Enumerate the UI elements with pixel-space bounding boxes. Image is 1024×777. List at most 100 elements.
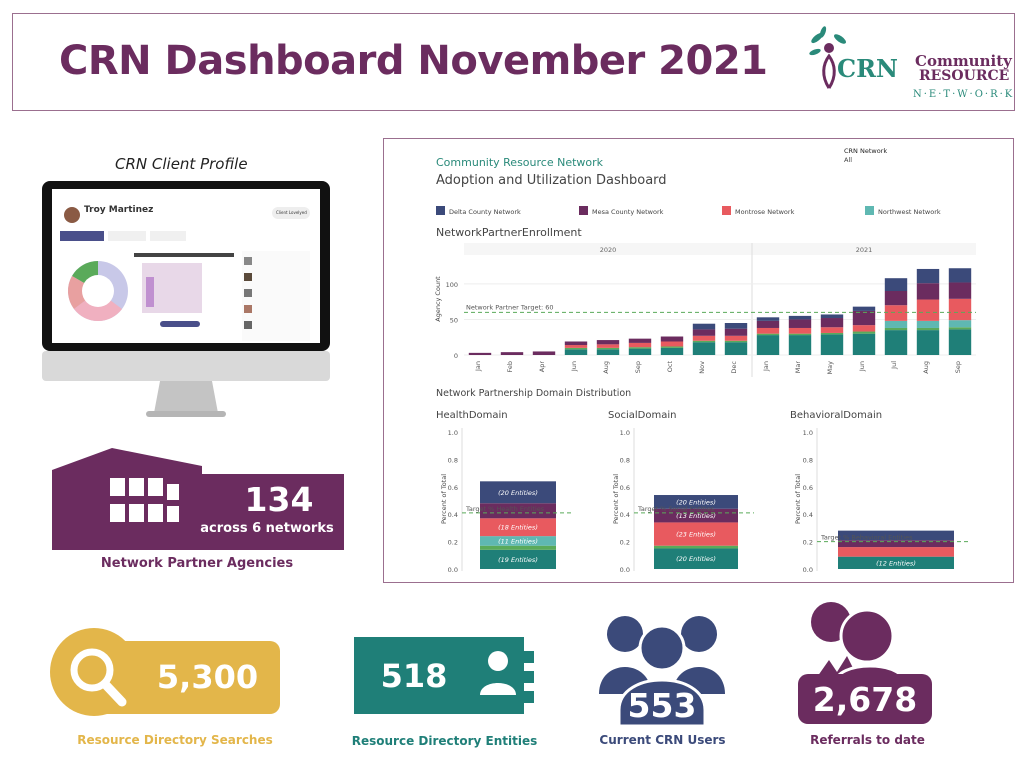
x-tick-label: Jun	[858, 361, 866, 372]
domain-bar-segment	[480, 481, 556, 504]
enrollment-bar-segment	[884, 305, 908, 321]
referrals-stat: 2,678	[795, 600, 935, 725]
x-tick-label: Apr	[538, 361, 546, 373]
domain-y-tick-label: 0.2	[803, 539, 813, 547]
domain-segment-label: (18 Entities)	[498, 524, 538, 532]
searches-value: 5,300	[156, 658, 259, 696]
domain-y-tick-label: 0.8	[803, 456, 813, 464]
enrollment-bar-segment	[916, 299, 940, 321]
domain-y-tick-label: 0.4	[620, 511, 630, 519]
domain-section-title: Network Partnership Domain Distribution	[436, 388, 631, 399]
client-button[interactable]: Client Lovelyed	[276, 210, 307, 215]
enrollment-bar-segment	[628, 348, 652, 355]
enrollment-bar-segment	[852, 333, 876, 355]
enrollment-bar-segment	[820, 332, 844, 335]
logo-resource-text: RESOURCE	[919, 68, 1010, 84]
domain-y-tick-label: 1.0	[448, 429, 458, 437]
domain-bar-segment	[480, 545, 556, 550]
referral-people-icon	[798, 602, 932, 724]
contact-book-icon	[354, 637, 534, 714]
domain-target-label: Target % Behavioral Entities	[820, 534, 913, 542]
enrollment-bar-segment	[948, 327, 972, 330]
enrollment-bar-segment	[884, 330, 908, 355]
domain-y-tick-label: 0.4	[803, 511, 813, 519]
domain-bar-segment	[838, 540, 954, 548]
domain-segment-label: (20 Entities)	[676, 555, 716, 563]
domain-y-tick-label: 0.0	[803, 566, 813, 574]
domain-target-label: Target % Health Entities	[465, 505, 545, 513]
domain-y-axis-label: Percent of Total	[612, 474, 620, 524]
enrollment-bar-segment	[532, 351, 556, 355]
enrollment-bar-segment	[596, 344, 620, 348]
entities-stat: 518	[352, 637, 542, 717]
enrollment-bar-segment	[948, 320, 972, 328]
crn-logo: CRN Community RESOURCE N·E·T·W·O·R·K	[805, 22, 1012, 104]
enrollment-chart: 2020 2021 0 50 100 Agency Count Jan Feb Apr Jun Au…	[434, 243, 976, 377]
referrals-value: 2,678	[812, 680, 918, 719]
legend-swatch	[722, 206, 731, 215]
domain-bar-segment	[480, 518, 556, 537]
domain-segment-label: (11 Entities)	[498, 537, 538, 545]
enrollment-bar-segment	[948, 268, 972, 283]
enrollment-bar-segment	[852, 325, 876, 332]
y-axis-label: Agency Count	[434, 276, 442, 322]
agencies-stat: 134 across 6 networks Network Partner Ag…	[52, 448, 344, 573]
enrollment-bar-segment	[820, 314, 844, 319]
domain-y-tick-label: 0.4	[448, 511, 458, 519]
domain-target-label: Target % Social Entities	[637, 505, 715, 513]
building-icon	[52, 448, 344, 550]
domain-bar-segment	[838, 547, 954, 557]
x-tick-label: Jun	[570, 361, 578, 372]
dashboard-canvas: Community Resource Network Adoption and …	[434, 147, 976, 574]
domain-bar-segment	[838, 556, 954, 569]
x-tick-label: Aug	[602, 361, 610, 374]
enrollment-bar-segment	[596, 347, 620, 350]
enrollment-bar-segment	[660, 336, 684, 342]
group-label: 2020	[600, 246, 617, 254]
x-tick-label: Nov	[698, 361, 706, 374]
domain-bar-segment	[654, 522, 738, 546]
domain-segment-label: (13 Entities)	[676, 512, 716, 520]
legend-swatch	[579, 206, 588, 215]
enrollment-bar-segment	[628, 338, 652, 343]
enrollment-bar-segment	[692, 342, 716, 355]
enrollment-bar-segment	[884, 278, 908, 291]
page-title: CRN Dashboard November 2021	[59, 38, 768, 84]
domain-y-tick-label: 0.6	[448, 484, 458, 492]
y-tick-label: 0	[454, 352, 458, 360]
enrollment-bar-segment	[724, 323, 748, 329]
enrollment-bar-segment	[756, 327, 780, 334]
enrollment-bar-segment	[596, 349, 620, 355]
agencies-sub: across 6 networks	[200, 521, 334, 536]
domain-y-tick-label: 0.6	[803, 484, 813, 492]
domain-bar-segment	[480, 536, 556, 546]
y-tick-label: 100	[446, 281, 458, 289]
legend: Delta County Network Mesa County Network M…	[436, 206, 941, 216]
logo-crn-text: CRN	[837, 54, 898, 83]
enrollment-bar-segment	[948, 282, 972, 299]
domain-bar-segment	[654, 548, 738, 569]
network-filter-value[interactable]: All	[844, 156, 852, 164]
x-tick-label: Aug	[922, 361, 930, 374]
domain-title: HealthDomain	[436, 410, 508, 421]
enrollment-bar-segment	[724, 335, 748, 341]
network-filter-label: CRN Network	[844, 147, 887, 155]
domain-y-tick-label: 0.8	[620, 456, 630, 464]
users-value: 553	[627, 686, 697, 725]
header-banner: CRN Dashboard November 2021 CRN Communit…	[12, 13, 1015, 111]
enrollment-bar-segment	[852, 306, 876, 311]
referrals-label: Referrals to date	[810, 733, 925, 747]
domain-bar-segment	[480, 549, 556, 569]
legend-label: Mesa County Network	[592, 208, 664, 216]
x-tick-label: Feb	[506, 361, 514, 373]
enrollment-bar-segment	[660, 347, 684, 355]
domain-y-tick-label: 0.2	[620, 539, 630, 547]
domain-bar-segment	[654, 545, 738, 549]
client-name: Troy Martinez	[84, 205, 154, 215]
enrollment-bar-segment	[916, 327, 940, 331]
domain-y-tick-label: 0.6	[620, 484, 630, 492]
enrollment-bar-segment	[916, 330, 940, 355]
x-tick-label: Jan	[474, 361, 482, 372]
x-tick-label: Dec	[730, 361, 738, 374]
enrollment-bar-segment	[564, 341, 588, 346]
